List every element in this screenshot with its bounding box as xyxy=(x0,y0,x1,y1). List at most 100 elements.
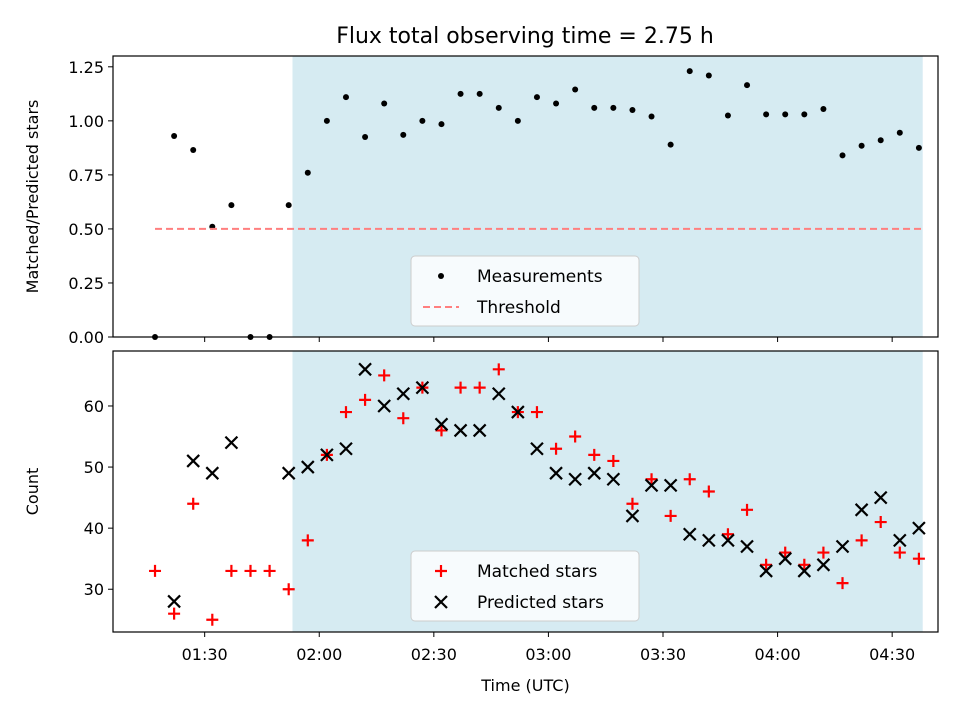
matched-star-point xyxy=(702,485,715,498)
measurement-point xyxy=(476,90,483,97)
y-tick-label: 0.50 xyxy=(68,220,104,239)
predicted-star-point xyxy=(186,454,200,468)
x-axis-label: Time (UTC) xyxy=(480,676,569,695)
matched-star-point xyxy=(263,564,276,577)
predicted-star-point xyxy=(224,435,239,450)
legend-matched-swatch xyxy=(435,565,447,577)
measurement-point xyxy=(304,169,311,176)
x-tick-label: 04:00 xyxy=(755,645,801,664)
axes-frame xyxy=(112,55,939,338)
measurement-point xyxy=(782,111,789,118)
y-tick-label: 0.00 xyxy=(68,328,104,347)
measurement-point xyxy=(171,132,178,139)
measurement-point xyxy=(438,121,445,128)
matched-star-point xyxy=(378,369,391,382)
matched-star-point xyxy=(664,509,677,522)
measurement-point xyxy=(514,117,521,124)
measurement-point xyxy=(896,129,903,136)
predicted-star-point xyxy=(491,386,506,401)
matched-star-point xyxy=(912,552,925,565)
predicted-star-point xyxy=(377,399,391,413)
matched-star-point xyxy=(187,497,200,510)
predicted-star-point xyxy=(912,521,926,535)
measurement-point xyxy=(591,104,598,111)
measurement-point xyxy=(457,90,464,97)
matched-star-point xyxy=(683,473,696,486)
x-tick-label: 02:00 xyxy=(296,645,342,664)
predicted-star-point xyxy=(721,533,735,548)
predicted-star-point xyxy=(778,551,792,566)
measurement-point xyxy=(342,94,349,101)
predicted-star-point xyxy=(472,423,487,438)
predicted-star-point xyxy=(167,594,181,609)
matched-star-point xyxy=(817,546,830,559)
predicted-star-point xyxy=(702,533,716,548)
legend-box xyxy=(410,255,640,327)
measurement-point xyxy=(915,144,922,151)
predicted-star-point xyxy=(434,417,449,432)
y-tick-label: 60 xyxy=(84,397,104,416)
predicted-star-point xyxy=(606,472,621,487)
measurement-point xyxy=(744,82,751,89)
y-tick-label: 30 xyxy=(84,580,104,599)
measurement-point xyxy=(763,111,770,118)
measurement-point xyxy=(228,202,235,209)
matched-star-point xyxy=(798,558,811,571)
predicted-star-point xyxy=(358,362,372,377)
matched-star-point xyxy=(397,412,410,425)
x-tick-label: 03:30 xyxy=(640,645,686,664)
measurement-point xyxy=(610,104,617,111)
measurement-point xyxy=(839,152,846,159)
predicted-star-point xyxy=(301,460,315,474)
predicted-star-point xyxy=(396,386,411,401)
measurement-point xyxy=(858,142,865,149)
matched-star-point xyxy=(435,424,448,437)
y-tick-label: 1.25 xyxy=(68,58,104,77)
matched-star-point xyxy=(225,564,238,577)
matched-star-point xyxy=(454,381,467,394)
matched-star-point xyxy=(836,577,849,590)
y-tick-label: 1.00 xyxy=(68,112,104,131)
predicted-star-point xyxy=(339,441,353,456)
matched-star-point xyxy=(645,473,658,486)
matched-star-point xyxy=(741,503,754,516)
matched-star-point xyxy=(206,613,219,626)
predicted-star-point xyxy=(549,466,563,480)
measurement-point xyxy=(400,131,407,138)
matched-star-point xyxy=(760,558,773,571)
y-axis-label: Matched/Predicted stars xyxy=(23,100,42,294)
predicted-star-point xyxy=(281,466,296,480)
measurement-point xyxy=(553,100,560,107)
predicted-star-point xyxy=(740,539,754,554)
matched-star-point xyxy=(588,448,601,461)
x-tick-label: 01:30 xyxy=(182,645,228,664)
predicted-star-point xyxy=(568,472,582,487)
predicted-star-point xyxy=(663,478,678,493)
predicted-star-point xyxy=(587,466,602,480)
legend-label: Matched stars xyxy=(477,562,597,582)
predicted-star-point xyxy=(511,405,525,419)
matched-star-point xyxy=(473,381,486,394)
measurement-point xyxy=(801,111,808,118)
measurement-point xyxy=(686,68,693,75)
measurement-point xyxy=(419,117,426,124)
predicted-star-point xyxy=(893,533,907,548)
matched-star-point xyxy=(874,516,887,529)
measurement-point xyxy=(705,72,712,79)
y-tick-label: 0.75 xyxy=(68,166,104,185)
measurement-point xyxy=(820,105,827,112)
matched-star-point xyxy=(168,607,181,620)
measurement-point xyxy=(572,86,579,93)
y-tick-label: 50 xyxy=(84,458,104,477)
matched-star-point xyxy=(855,534,868,547)
measurement-point xyxy=(724,112,731,119)
legend-label: Measurements xyxy=(477,267,603,287)
measurement-point xyxy=(323,117,330,124)
matched-star-point xyxy=(244,564,257,577)
matched-star-point xyxy=(282,583,295,596)
y-tick-label: 40 xyxy=(84,519,104,538)
ratio-panel: 0.00 0.25 0.50 0.75 1.00 1.25 Matched/Predicte… xyxy=(23,55,939,347)
x-tick-label: 02:30 xyxy=(411,645,457,664)
legend-measurement-swatch xyxy=(438,273,444,279)
legend-label: Threshold xyxy=(476,298,561,318)
